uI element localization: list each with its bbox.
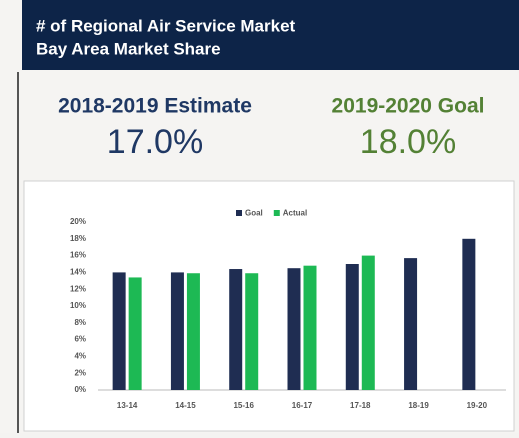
bar xyxy=(462,238,476,390)
x-tick-label: 14-15 xyxy=(175,401,196,410)
y-tick-label: 20% xyxy=(70,217,86,226)
y-tick-label: 14% xyxy=(70,268,86,277)
bar xyxy=(345,264,359,390)
bar xyxy=(128,277,142,390)
bar xyxy=(245,273,259,390)
y-tick-label: 10% xyxy=(70,301,86,310)
legend-label: Actual xyxy=(283,209,307,218)
y-tick-label: 6% xyxy=(74,335,86,344)
y-tick-label: 18% xyxy=(70,234,86,243)
chart-frame xyxy=(23,180,515,432)
bar xyxy=(303,265,317,390)
bar xyxy=(170,272,184,390)
x-tick-label: 13-14 xyxy=(117,401,138,410)
header-title: # of Regional Air Service Market xyxy=(36,16,296,35)
bar xyxy=(404,258,418,390)
bar xyxy=(287,268,301,390)
bar xyxy=(186,273,200,390)
kpi-label: 2019-2020 Goal xyxy=(332,95,485,118)
chart: 0% 2% 4% 6% 8% 10% 12% 14% 16% 18% 20% Goal Actual 13… xyxy=(70,209,506,410)
kpi-label: 2018-2019 Estimate xyxy=(58,95,252,118)
x-tick-label: 19-20 xyxy=(467,401,488,410)
y-tick-label: 16% xyxy=(70,251,86,260)
kpi-value: 17.0% xyxy=(107,123,203,161)
x-tick-label: 17-18 xyxy=(350,401,371,410)
x-tick-label: 15-16 xyxy=(233,401,254,410)
x-tick-label: 18-19 xyxy=(408,401,429,410)
legend-swatch xyxy=(273,210,280,216)
legend-label: Goal xyxy=(245,209,263,218)
y-tick-label: 12% xyxy=(70,284,86,293)
y-tick-label: 8% xyxy=(74,318,86,327)
bar xyxy=(112,272,126,390)
y-tick-label: 0% xyxy=(74,385,86,394)
header-band xyxy=(22,0,519,70)
x-tick-label: 16-17 xyxy=(292,401,313,410)
bar xyxy=(361,255,375,390)
bar xyxy=(229,269,243,390)
legend-swatch xyxy=(236,210,242,216)
y-tick-label: 2% xyxy=(74,368,86,377)
y-tick-label: 4% xyxy=(74,352,86,361)
header-title: Bay Area Market Share xyxy=(36,39,221,58)
kpi-value: 18.0% xyxy=(360,123,456,161)
